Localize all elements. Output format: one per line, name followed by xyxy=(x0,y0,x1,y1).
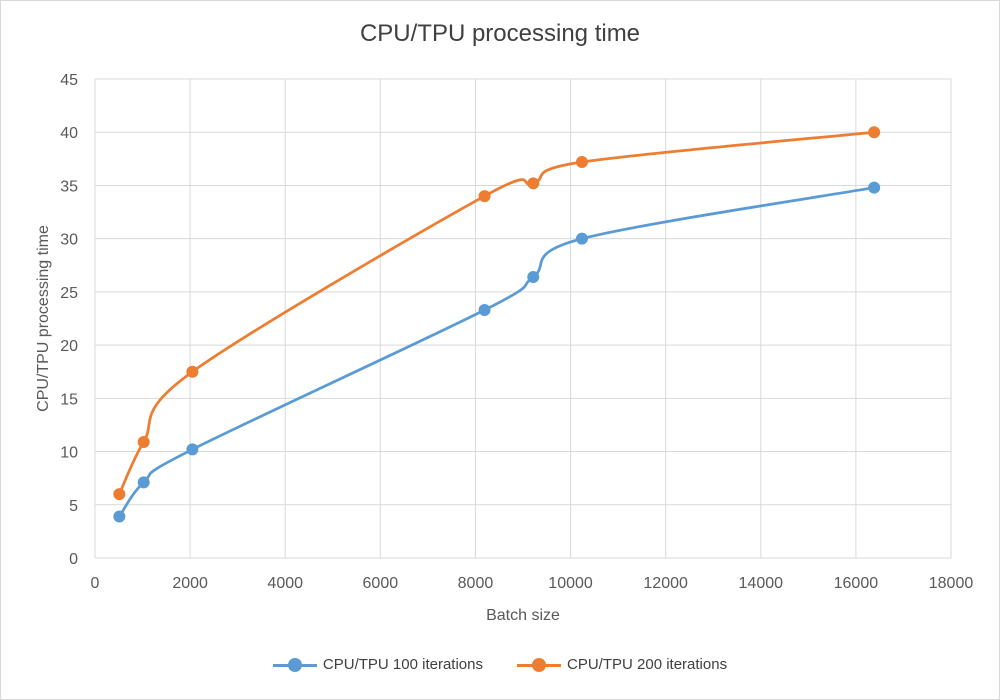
series-2-point-7 xyxy=(868,126,881,139)
series-2-point-4 xyxy=(478,190,491,203)
y-axis-title: CPU/TPU processing time xyxy=(35,225,52,412)
series-2-point-6 xyxy=(575,156,588,169)
x-tick-label-7: 14000 xyxy=(739,575,784,592)
series-1-point-5 xyxy=(527,270,540,283)
y-tick-label-2: 10 xyxy=(60,445,78,462)
y-tick-label-3: 15 xyxy=(60,391,78,408)
series-1-point-7 xyxy=(868,181,881,194)
x-tick-label-2: 4000 xyxy=(267,575,303,592)
chart-title: CPU/TPU processing time xyxy=(359,20,641,47)
y-tick-label-0: 0 xyxy=(69,551,78,568)
series-2-point-5 xyxy=(527,177,540,190)
series-1-point-4 xyxy=(478,303,491,316)
series-2-point-1 xyxy=(113,488,126,501)
x-tick-label-3: 6000 xyxy=(363,575,399,592)
legend-item-series-1: CPU/TPU 100 iterations xyxy=(272,656,483,673)
y-tick-label-8: 40 xyxy=(60,125,78,142)
y-tick-label-6: 30 xyxy=(60,232,78,249)
series-1-point-2 xyxy=(137,476,150,489)
legend-swatch-series-2 xyxy=(517,657,561,672)
x-tick-label-0: 0 xyxy=(91,575,100,592)
series-1-point-6 xyxy=(575,232,588,245)
legend: CPU/TPU 100 iterations CPU/TPU 200 itera… xyxy=(0,656,1000,673)
x-tick-label-4: 8000 xyxy=(458,575,494,592)
x-tick-label-8: 16000 xyxy=(834,575,879,592)
y-tick-label-1: 5 xyxy=(69,498,78,515)
legend-item-series-2: CPU/TPU 200 iterations xyxy=(517,656,727,673)
x-tick-label-5: 10000 xyxy=(548,575,593,592)
series-1-point-1 xyxy=(113,510,126,523)
series-2-point-2 xyxy=(137,435,150,448)
legend-swatch-series-1 xyxy=(272,657,317,672)
legend-label-series-2: CPU/TPU 200 iterations xyxy=(567,656,728,673)
series-2-point-3 xyxy=(186,365,199,378)
series-1-point-3 xyxy=(186,443,199,456)
x-tick-label-1: 2000 xyxy=(172,575,208,592)
y-tick-label-7: 35 xyxy=(60,178,78,195)
series-line-1 xyxy=(118,186,875,518)
y-tick-label-4: 20 xyxy=(60,338,78,355)
y-tick-label-9: 45 xyxy=(60,72,78,89)
legend-label-series-1: CPU/TPU 100 iterations xyxy=(322,656,483,673)
y-tick-label-5: 25 xyxy=(60,285,78,302)
x-axis-title: Batch size xyxy=(486,607,560,624)
x-tick-label-9: 18000 xyxy=(929,575,974,592)
x-tick-label-6: 12000 xyxy=(643,575,688,592)
